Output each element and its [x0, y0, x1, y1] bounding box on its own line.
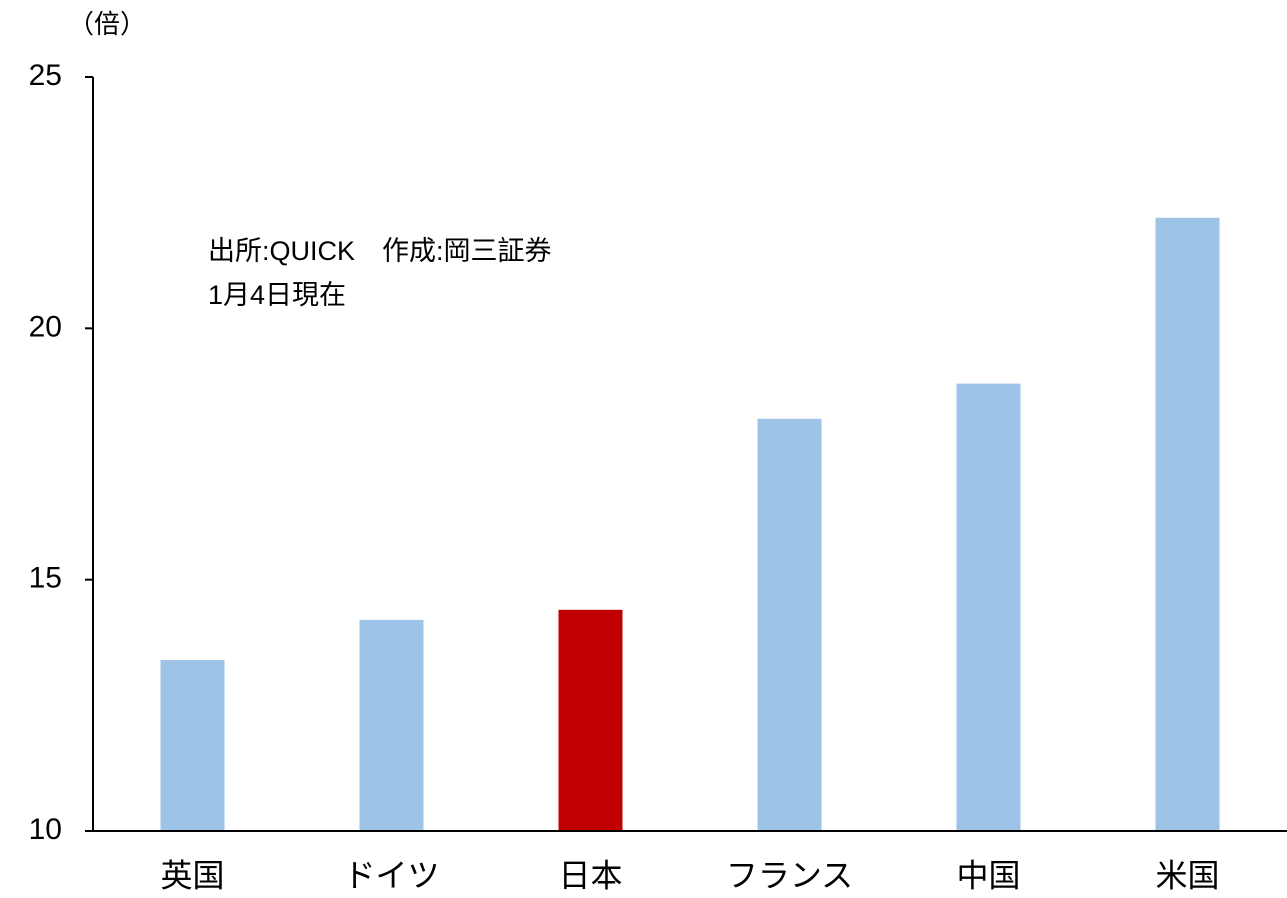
bar: [558, 609, 623, 831]
x-tick-label: 中国: [956, 857, 1020, 893]
bar: [359, 619, 424, 831]
y-unit: （倍）: [68, 9, 146, 39]
x-tick-label: ドイツ: [343, 857, 439, 893]
bar: [956, 383, 1021, 831]
bar: [1155, 217, 1220, 831]
y-tick-label: 20: [29, 310, 62, 343]
x-tick-label: 日本: [558, 857, 622, 893]
y-tick-label: 15: [29, 562, 62, 595]
x-tick-label: 英国: [160, 857, 224, 893]
bar: [160, 660, 225, 831]
annotation: 1月4日現在: [208, 280, 346, 310]
y-tick-label: 10: [29, 813, 62, 846]
x-tick-label: 米国: [1155, 857, 1219, 893]
y-tick-label: 25: [29, 59, 62, 92]
x-tick-label: フランス: [726, 857, 853, 893]
annotation: 出所:QUICK 作成:岡三証券: [208, 236, 552, 266]
bar: [757, 418, 822, 831]
